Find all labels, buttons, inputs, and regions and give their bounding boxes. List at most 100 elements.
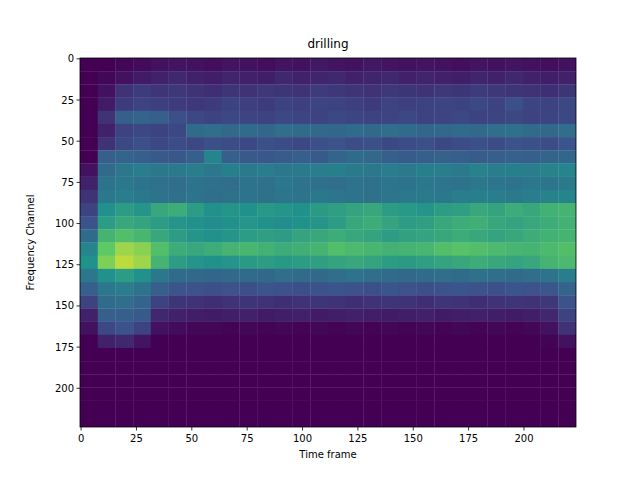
- heatmap-cell: [328, 163, 346, 176]
- y-tick-label: 0: [68, 53, 74, 64]
- heatmap-cell: [204, 387, 222, 400]
- heatmap-cell: [293, 256, 311, 269]
- heatmap-cell: [417, 387, 435, 400]
- heatmap-cell: [115, 177, 133, 190]
- heatmap-cell: [275, 348, 293, 361]
- heatmap-cell: [222, 124, 240, 137]
- heatmap-cell: [346, 163, 364, 176]
- heatmap-cell: [239, 124, 257, 137]
- heatmap-cell: [133, 71, 151, 84]
- heatmap-cell: [363, 361, 381, 374]
- heatmap-cell: [80, 150, 98, 163]
- heatmap-cell: [275, 177, 293, 190]
- heatmap-cell: [186, 295, 204, 308]
- heatmap-cell: [80, 269, 98, 282]
- heatmap-cell: [115, 322, 133, 335]
- heatmap-cell: [381, 335, 399, 348]
- chart: 0255075100125150175200025507510012515017…: [0, 0, 640, 480]
- heatmap-cell: [169, 71, 187, 84]
- heatmap-cell: [98, 308, 116, 321]
- x-tick-label: 125: [348, 433, 367, 444]
- heatmap-cell: [558, 71, 576, 84]
- heatmap-cell: [151, 243, 169, 256]
- heatmap-cell: [346, 308, 364, 321]
- heatmap-cell: [381, 414, 399, 427]
- y-tick-label: 200: [55, 383, 74, 394]
- heatmap-cell: [239, 190, 257, 203]
- heatmap-cell: [346, 124, 364, 137]
- heatmap: [80, 58, 576, 427]
- heatmap-cell: [275, 84, 293, 97]
- heatmap-cell: [151, 71, 169, 84]
- heatmap-cell: [80, 111, 98, 124]
- heatmap-cell: [80, 71, 98, 84]
- heatmap-cell: [275, 190, 293, 203]
- heatmap-cell: [487, 137, 505, 150]
- heatmap-cell: [399, 282, 417, 295]
- heatmap-cell: [204, 216, 222, 229]
- heatmap-cell: [98, 111, 116, 124]
- heatmap-cell: [381, 71, 399, 84]
- heatmap-cell: [115, 190, 133, 203]
- heatmap-cell: [452, 58, 470, 71]
- heatmap-cell: [363, 322, 381, 335]
- heatmap-cell: [417, 401, 435, 414]
- heatmap-cell: [293, 269, 311, 282]
- heatmap-cell: [541, 163, 559, 176]
- heatmap-cell: [151, 137, 169, 150]
- heatmap-cell: [310, 401, 328, 414]
- heatmap-cell: [523, 269, 541, 282]
- heatmap-cell: [115, 216, 133, 229]
- heatmap-cell: [310, 269, 328, 282]
- heatmap-cell: [169, 348, 187, 361]
- heatmap-cell: [169, 387, 187, 400]
- heatmap-cell: [133, 190, 151, 203]
- heatmap-cell: [222, 216, 240, 229]
- x-tick: [302, 427, 303, 431]
- heatmap-cell: [310, 295, 328, 308]
- heatmap-cell: [186, 150, 204, 163]
- heatmap-cell: [151, 190, 169, 203]
- heatmap-cell: [204, 348, 222, 361]
- heatmap-cell: [169, 414, 187, 427]
- heatmap-cell: [505, 71, 523, 84]
- heatmap-cell: [222, 401, 240, 414]
- heatmap-cell: [452, 177, 470, 190]
- heatmap-cell: [363, 229, 381, 242]
- heatmap-cell: [98, 71, 116, 84]
- heatmap-cell: [151, 124, 169, 137]
- heatmap-cell: [257, 111, 275, 124]
- heatmap-cell: [239, 414, 257, 427]
- heatmap-cell: [363, 308, 381, 321]
- heatmap-cell: [452, 84, 470, 97]
- heatmap-cell: [239, 203, 257, 216]
- heatmap-cell: [505, 203, 523, 216]
- heatmap-cell: [275, 374, 293, 387]
- heatmap-cell: [293, 348, 311, 361]
- heatmap-cell: [169, 98, 187, 111]
- heatmap-cell: [363, 348, 381, 361]
- heatmap-cell: [346, 282, 364, 295]
- heatmap-cell: [293, 361, 311, 374]
- heatmap-cell: [523, 98, 541, 111]
- heatmap-cell: [222, 58, 240, 71]
- heatmap-cell: [487, 269, 505, 282]
- heatmap-cell: [115, 203, 133, 216]
- heatmap-cell: [169, 361, 187, 374]
- heatmap-cell: [310, 190, 328, 203]
- heatmap-cell: [523, 401, 541, 414]
- heatmap-cell: [239, 256, 257, 269]
- heatmap-cell: [151, 84, 169, 97]
- heatmap-cell: [186, 137, 204, 150]
- heatmap-cell: [558, 84, 576, 97]
- heatmap-cell: [434, 256, 452, 269]
- heatmap-cell: [399, 84, 417, 97]
- heatmap-cell: [151, 361, 169, 374]
- heatmap-cell: [257, 229, 275, 242]
- y-tick: [77, 347, 81, 348]
- heatmap-cell: [487, 401, 505, 414]
- heatmap-cell: [133, 58, 151, 71]
- heatmap-cell: [186, 243, 204, 256]
- heatmap-cell: [133, 203, 151, 216]
- heatmap-cell: [98, 256, 116, 269]
